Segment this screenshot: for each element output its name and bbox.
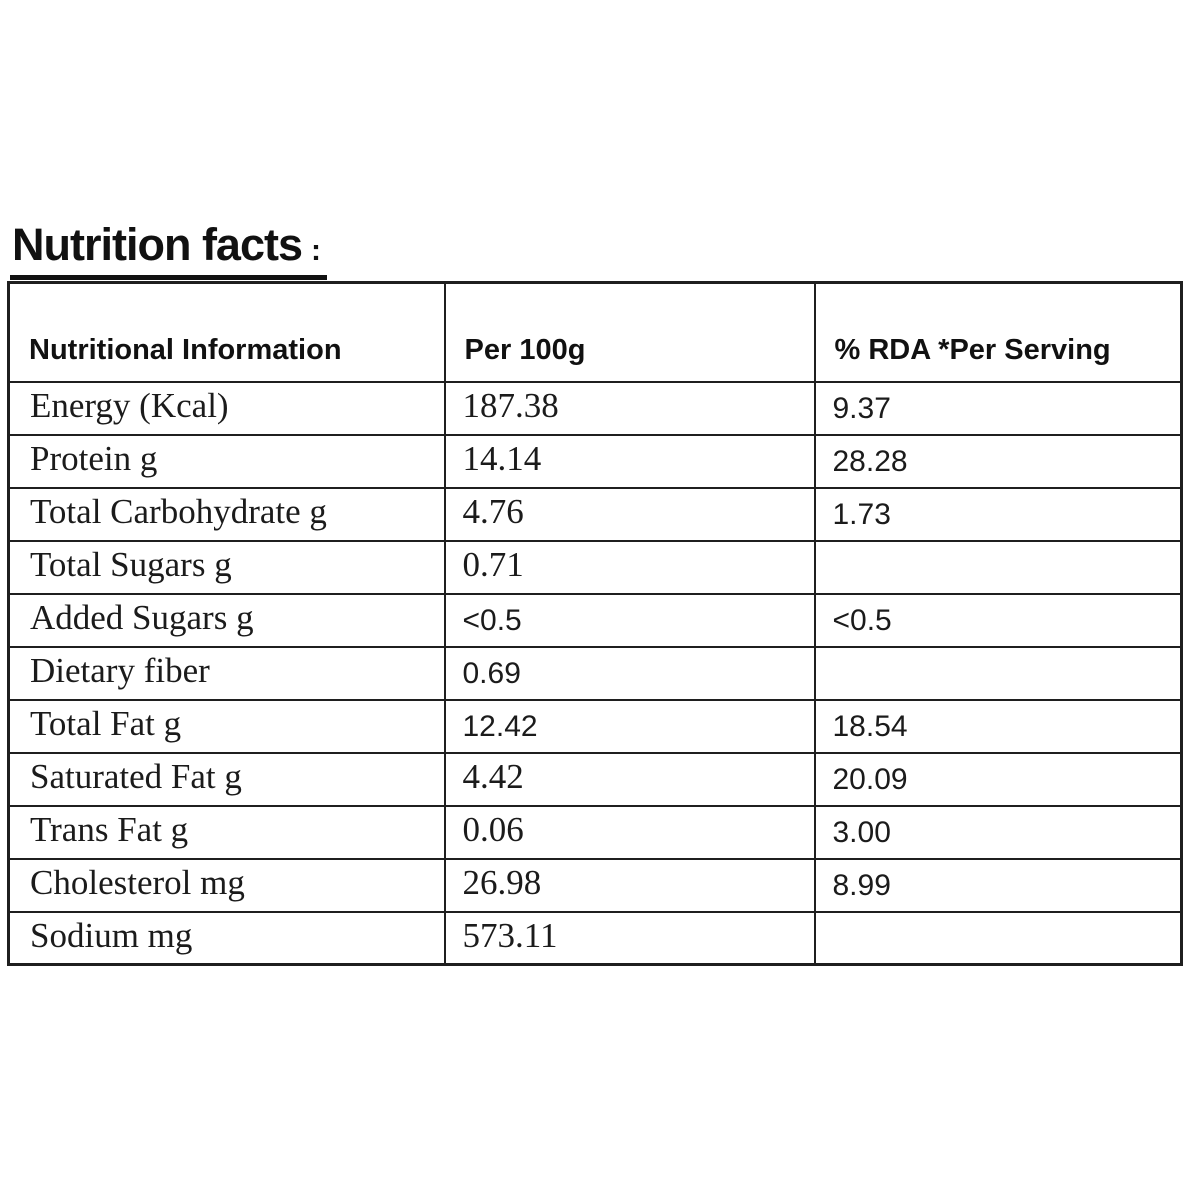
- rda-per-serving-value: 1.73: [813, 486, 1183, 542]
- rda-per-serving-value: [813, 539, 1183, 595]
- table-row: Sodium mg 573.11: [7, 910, 1183, 966]
- per-100g-value: 14.14: [443, 433, 816, 489]
- rda-per-serving-value: [813, 910, 1183, 966]
- per-100g-value: 26.98: [443, 857, 816, 913]
- table-row: Total Carbohydrate g 4.76 1.73: [7, 486, 1183, 542]
- rda-per-serving-value: 18.54: [813, 698, 1183, 754]
- per-100g-value: <0.5: [443, 592, 816, 648]
- table-row: Trans Fat g 0.06 3.00: [7, 804, 1183, 860]
- table-row: Total Fat g 12.42 18.54: [7, 698, 1183, 754]
- nutrient-label: Dietary fiber: [7, 645, 446, 701]
- per-100g-value: 573.11: [443, 910, 816, 966]
- table-row: Energy (Kcal) 187.38 9.37: [7, 380, 1183, 436]
- table-row: Saturated Fat g 4.42 20.09: [7, 751, 1183, 807]
- nutrient-label: Energy (Kcal): [7, 380, 446, 436]
- table-body: Energy (Kcal) 187.38 9.37 Protein g 14.14 28.…: [7, 380, 1183, 966]
- nutrient-label: Total Fat g: [7, 698, 446, 754]
- table-row: Added Sugars g <0.5 <0.5: [7, 592, 1183, 648]
- column-header-nutritional-information: Nutritional Information: [7, 281, 446, 383]
- column-header-rda-per-serving: % RDA *Per Serving: [813, 281, 1183, 383]
- nutrition-facts-table: Nutritional Information Per 100g % RDA *…: [7, 281, 1183, 966]
- table-row: Protein g 14.14 28.28: [7, 433, 1183, 489]
- rda-per-serving-value: 20.09: [813, 751, 1183, 807]
- nutrient-label: Total Sugars g: [7, 539, 446, 595]
- per-100g-value: 0.71: [443, 539, 816, 595]
- rda-per-serving-value: 9.37: [813, 380, 1183, 436]
- column-header-per-100g: Per 100g: [443, 281, 816, 383]
- page-title-text: Nutrition facts: [12, 219, 303, 270]
- table-row: Total Sugars g 0.71: [7, 539, 1183, 595]
- rda-per-serving-value: <0.5: [813, 592, 1183, 648]
- table-row: Cholesterol mg 26.98 8.99: [7, 857, 1183, 913]
- nutrient-label: Total Carbohydrate g: [7, 486, 446, 542]
- per-100g-value: 12.42: [443, 698, 816, 754]
- table-row: Dietary fiber 0.69: [7, 645, 1183, 701]
- table-header-row: Nutritional Information Per 100g % RDA *…: [7, 281, 1183, 383]
- nutrient-label: Protein g: [7, 433, 446, 489]
- nutrient-label: Added Sugars g: [7, 592, 446, 648]
- per-100g-value: 187.38: [443, 380, 816, 436]
- per-100g-value: 0.06: [443, 804, 816, 860]
- nutrient-label: Trans Fat g: [7, 804, 446, 860]
- rda-per-serving-value: 3.00: [813, 804, 1183, 860]
- per-100g-value: 4.76: [443, 486, 816, 542]
- nutrient-label: Cholesterol mg: [7, 857, 446, 913]
- nutrient-label: Sodium mg: [7, 910, 446, 966]
- per-100g-value: 4.42: [443, 751, 816, 807]
- page-title-colon: :: [311, 234, 322, 267]
- rda-per-serving-value: 28.28: [813, 433, 1183, 489]
- page-title: Nutrition facts:: [10, 219, 328, 280]
- rda-per-serving-value: 8.99: [813, 857, 1183, 913]
- nutrient-label: Saturated Fat g: [7, 751, 446, 807]
- rda-per-serving-value: [813, 645, 1183, 701]
- per-100g-value: 0.69: [443, 645, 816, 701]
